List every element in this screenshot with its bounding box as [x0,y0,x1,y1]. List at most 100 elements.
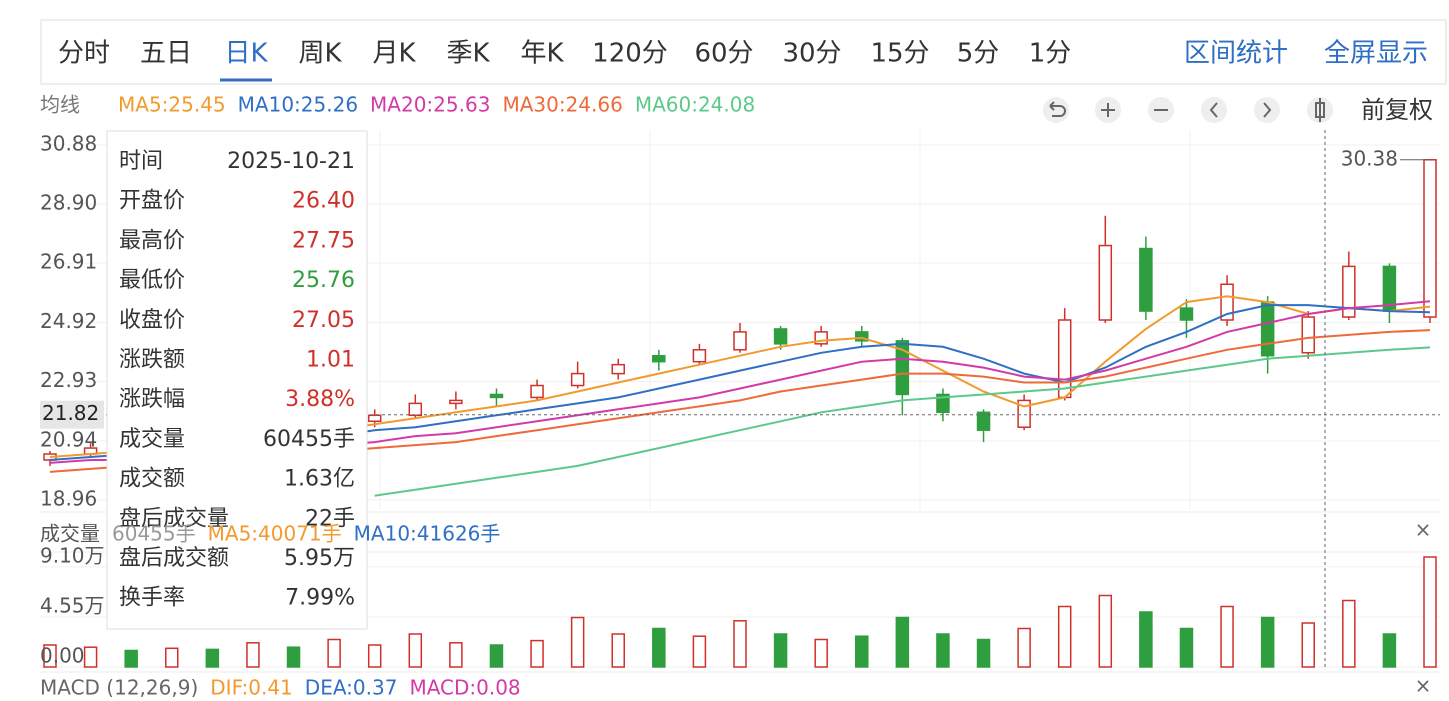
period-tab[interactable]: 分时 [58,39,110,69]
candle-body [895,340,910,396]
tooltip-label: 涨跌额 [119,348,185,373]
crosshair-label: 21.82 [42,401,99,425]
volume-bar [1220,605,1234,668]
tooltip-value: 7.99% [285,586,355,611]
period-tab[interactable]: 五日 [140,39,192,69]
candle-body [1301,316,1315,354]
y-tick-label: 22.93 [40,368,97,392]
period-tab[interactable]: 5分 [957,39,1000,69]
close-macd[interactable]: × [1415,674,1432,698]
legend-entry: DEA:0.37 [305,676,398,698]
period-tab[interactable]: 1分 [1029,39,1072,69]
tooltip-value: 2025-10-21 [227,149,355,174]
ma-line [374,346,1431,497]
tooltip [106,130,368,630]
tooltip-label: 盘后成交量 [119,506,229,531]
legend-entry: MA5:40071手 [208,522,342,546]
volume-bar [530,639,544,668]
volume-bar [1301,622,1315,668]
volume-bar [855,635,869,668]
y-tick-label: 24.92 [40,309,97,333]
tooltip-value: 22手 [305,506,355,531]
tooltip-label: 时间 [119,149,163,174]
y-tick-label: 30.88 [40,131,97,155]
volume-bar [327,638,341,668]
ma-label: 均线 [40,93,80,117]
volume-bar [43,644,57,668]
left-icon [1209,102,1218,118]
y-tick-label: 28.90 [40,190,97,214]
period-tab[interactable]: 日K [224,39,268,69]
candle-body [1220,283,1234,321]
left-button[interactable] [1201,97,1227,123]
undo-icon [1049,101,1066,117]
volume-bar [449,642,463,668]
candle-body [976,411,991,431]
legend-entry: MACD:0.08 [409,676,520,698]
candle-body [814,331,828,345]
legend-entry: MACD (12,26,9) [40,676,198,698]
candle-body [936,393,950,414]
volume-bar [408,633,423,668]
period-tab[interactable]: 年K [520,39,564,69]
volume-bar [286,646,301,668]
period-tab[interactable]: 60分 [694,39,753,69]
legend-entry: MA5:25.45 [118,93,226,117]
legend-entry: MA10:41626手 [354,522,501,546]
right-button[interactable] [1254,97,1280,123]
candle-body [652,354,666,363]
candle-body [570,372,585,387]
legend-entry: MA60:24.08 [635,93,755,117]
period-tab[interactable]: 30分 [782,39,841,69]
y-tick-label: 4.55万 [40,593,105,617]
period-tab[interactable]: 120分 [592,39,668,69]
legend-entry: MA20:25.63 [370,93,490,117]
tooltip-label: 成交额 [119,467,185,492]
tooltip-label: 涨跌幅 [119,387,185,412]
adjust-toggle[interactable]: 前复权 [1361,96,1433,124]
volume-bar [895,616,910,668]
candle-body [1423,159,1437,318]
tooltip-label: 开盘价 [119,189,185,214]
volume-bar [692,635,707,668]
tooltip-value: 1.63亿 [284,467,355,492]
period-tab[interactable]: 季K [446,39,490,69]
period-tab[interactable]: 周K [298,39,342,69]
right-icon [1263,102,1272,118]
legend-entry: MA30:24.66 [502,93,622,117]
volume-bar [1139,611,1153,668]
candle-body [611,363,625,375]
toolbar-action[interactable]: 区间统计 [1184,39,1288,69]
tooltip-value: 26.40 [292,189,355,214]
candle-body [855,331,869,342]
y-tick-label: 0.00 [40,644,85,668]
volume-bar [367,644,382,668]
volume-bar [936,633,950,668]
tooltip-label: 盘后成交额 [119,546,229,571]
period-tab[interactable]: 15分 [870,39,929,69]
toolbar [40,19,1447,85]
candle-body [489,393,504,399]
candle-body [1342,265,1356,318]
volume-bar [1098,594,1113,668]
period-tab[interactable]: 月K [372,39,416,69]
legend-entry: MA10:25.26 [238,93,358,117]
volume-bar [1179,627,1194,668]
tooltip-value: 5.95万 [284,546,355,571]
volume-bar [489,644,504,668]
tooltip-value: 25.76 [292,268,355,293]
volume-label: 成交量 [40,522,100,546]
volume-bar [570,616,585,668]
undo-button[interactable] [1043,97,1069,123]
tooltip-label: 收盘价 [119,308,185,333]
volume-bar [652,627,666,668]
close-volume[interactable]: × [1415,518,1432,542]
volume-bar [124,649,138,668]
toolbar-action[interactable]: 全屏显示 [1324,39,1428,69]
y-tick-label: 26.91 [40,250,97,274]
candle-body [1098,244,1113,321]
candle-body [1139,247,1153,312]
tooltip-label: 最低价 [119,268,185,293]
candle-body [367,414,382,423]
